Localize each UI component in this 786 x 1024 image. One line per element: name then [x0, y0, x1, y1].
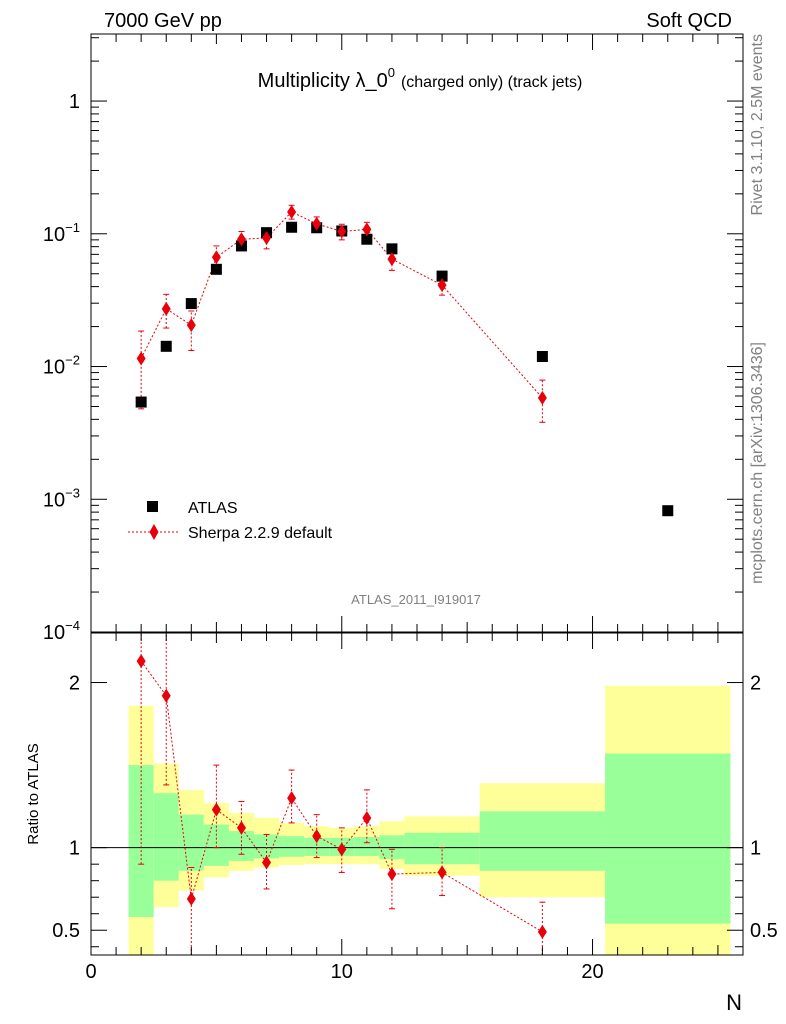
ratio-band-inner	[254, 834, 280, 859]
main-y-tick-label: 10−3	[43, 485, 80, 511]
data-point	[135, 396, 147, 408]
x-tick-label: 0	[85, 961, 96, 983]
tick-label-base: 10	[43, 622, 65, 644]
ratio-point	[236, 820, 246, 835]
legend-atlas-label: ATLAS	[188, 500, 238, 517]
data-point	[662, 505, 674, 517]
main-y-tick-label: 10−2	[43, 353, 80, 379]
data-point	[361, 233, 373, 245]
ratio-frame	[90, 632, 744, 956]
tick-label-base: 10	[43, 224, 65, 246]
mc-marker-layer	[136, 204, 547, 405]
tick-label-exponent: −4	[65, 618, 80, 633]
mc-point	[362, 222, 372, 237]
mc-point	[287, 204, 297, 219]
plot-title: Multiplicity λ_00 (charged only) (track j…	[258, 65, 583, 92]
legend: ATLAS Sherpa 2.2.9 default	[128, 500, 333, 542]
mc-point	[312, 216, 322, 231]
x-tick-labels: 0 10 20	[85, 961, 603, 983]
mc-point	[387, 252, 397, 267]
ratio-uncertainty-bands	[128, 685, 731, 955]
rivet-version-label: Rivet 3.1.10, 2.5M events	[749, 34, 766, 215]
ratio-y-axis-label: Ratio to ATLAS	[25, 743, 42, 844]
ratio-point	[437, 865, 447, 880]
tick-label-exponent: −1	[65, 220, 80, 235]
ratio-point	[287, 791, 297, 806]
tick-label-base: 1	[69, 91, 80, 113]
ratio-point	[186, 891, 196, 906]
ratio-y-tick-label-left: 2	[69, 673, 80, 695]
ratio-point	[537, 924, 547, 939]
x-tick-label: 20	[581, 961, 603, 983]
mc-point	[211, 250, 221, 265]
mc-point	[161, 301, 171, 316]
mc-point	[236, 232, 246, 247]
x-tick-label: 10	[331, 961, 353, 983]
plot-title-suffix: (charged only) (track jets)	[401, 74, 582, 91]
data-point	[160, 340, 172, 352]
ratio-band-inner	[279, 836, 305, 857]
ratio-band-inner	[178, 814, 204, 871]
ratio-y-tick-label-right: 2	[750, 673, 761, 695]
legend-mc-label: Sherpa 2.2.9 default	[188, 525, 333, 542]
data-point	[185, 298, 197, 310]
ratio-marker-layer	[136, 654, 547, 939]
data-point	[436, 270, 448, 282]
main-y-tick-label: 10−4	[43, 618, 80, 644]
ratio-point	[387, 867, 397, 882]
data-marker-layer	[135, 221, 674, 517]
ratio-y-tick-label-right: 0.5	[750, 920, 778, 942]
main-y-tick-label: 10−1	[43, 220, 80, 246]
ratio-band-inner	[153, 793, 179, 881]
mcplots-reference-label: mcplots.cern.ch [arXiv:1306.3436]	[749, 342, 766, 584]
mc-point	[437, 278, 447, 293]
ratio-point	[161, 688, 171, 703]
tick-label-exponent: −3	[65, 485, 80, 500]
legend-atlas-marker	[147, 501, 158, 512]
ratio-y-tick-label-right: 1	[750, 838, 761, 860]
ratio-point	[312, 829, 322, 844]
ratio-point	[262, 855, 272, 870]
main-frame	[90, 33, 744, 633]
data-point	[536, 350, 548, 362]
x-axis-label: N	[726, 990, 742, 1015]
ratio-panel: 0.5 0.5 1 1 2 2 0 10 20	[52, 632, 778, 983]
data-point	[286, 221, 298, 233]
data-point	[386, 243, 398, 255]
ratio-y-tick-labels: 0.5 0.5 1 1 2 2	[52, 673, 778, 943]
analysis-watermark: ATLAS_2011_I919017	[351, 592, 481, 607]
ratio-y-tick-label-left: 0.5	[52, 920, 80, 942]
ratio-band-inner	[479, 811, 606, 871]
ratio-point	[337, 842, 347, 857]
ratio-y-tick-label-left: 1	[69, 838, 80, 860]
header-left-label: 7000 GeV pp	[104, 10, 222, 32]
ratio-point	[362, 810, 372, 825]
mc-point	[337, 224, 347, 239]
main-y-tick-label: 1	[69, 91, 80, 113]
main-panel: 110−110−210−310−4	[43, 33, 744, 644]
legend-mc-marker	[149, 524, 159, 540]
mc-point	[136, 351, 146, 366]
ratio-point	[136, 654, 146, 669]
mc-point	[537, 390, 547, 405]
plot-title-superscript: 0	[388, 65, 395, 80]
main-y-tick-labels: 110−110−210−310−4	[43, 91, 80, 644]
main-axes	[90, 34, 743, 633]
tick-label-base: 10	[43, 357, 65, 379]
ratio-band-inner	[304, 837, 330, 856]
mc-point	[186, 318, 196, 333]
data-point	[210, 263, 222, 275]
plot-title-main: Multiplicity λ_0	[258, 70, 388, 92]
ratio-band-inner	[605, 753, 731, 924]
mc-point	[262, 230, 272, 245]
tick-label-exponent: −2	[65, 353, 80, 368]
ratio-band-inner	[354, 836, 380, 856]
header-right-label: Soft QCD	[646, 10, 732, 32]
ratio-point	[211, 802, 221, 817]
tick-label-base: 10	[43, 489, 65, 511]
